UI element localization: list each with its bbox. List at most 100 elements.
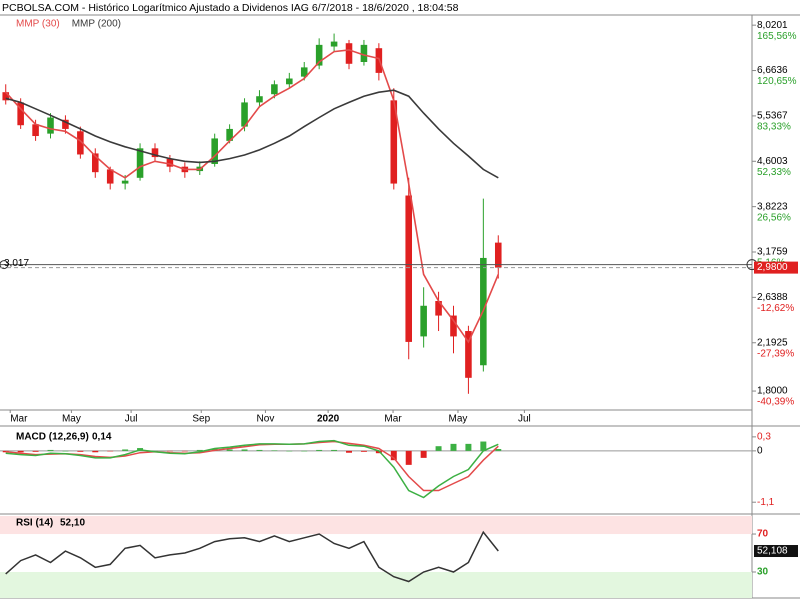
y-tick-change: 26,56%: [757, 212, 791, 223]
x-tick-label: 2020: [317, 414, 340, 425]
x-tick-label: Mar: [384, 414, 402, 425]
x-tick-label: May: [449, 414, 468, 425]
histogram-bar: [241, 449, 248, 451]
histogram-bar: [450, 443, 457, 451]
y-tick-label: 0: [757, 446, 763, 457]
x-tick-label: Nov: [257, 414, 275, 425]
candle-body: [77, 131, 84, 155]
histogram-bar: [435, 446, 442, 451]
indicator-label: RSI (14): [16, 518, 53, 529]
candle-body: [92, 153, 99, 173]
histogram-bar: [62, 450, 69, 452]
candle-body: [390, 100, 398, 184]
candle-body: [32, 124, 39, 137]
histogram-bar: [375, 450, 382, 454]
histogram-bar: [226, 449, 233, 451]
candle-body: [420, 305, 427, 337]
y-tick-change: 52,33%: [757, 167, 791, 178]
y-tick-label: 5,5367: [757, 111, 788, 122]
macd-line: [5, 439, 499, 499]
histogram-bar: [271, 450, 278, 451]
histogram-bar: [390, 450, 397, 461]
last-price-label: 2,9800: [757, 262, 788, 273]
y-tick-label: 3,1759: [757, 247, 788, 258]
candle-body: [450, 315, 457, 337]
candle-body: [151, 148, 159, 158]
x-tick-label: Jul: [518, 414, 531, 425]
candle-body: [62, 119, 69, 129]
candle-body: [271, 84, 278, 95]
x-tick-label: Jul: [125, 414, 138, 425]
indicator-label: MACD (12,26,9): [16, 432, 89, 443]
crosshair-handle: [0, 260, 9, 270]
histogram-bar: [196, 449, 203, 451]
candle-body: [465, 331, 472, 378]
histogram-bar: [122, 449, 129, 451]
candle-body: [256, 96, 263, 103]
candle-body: [315, 44, 323, 66]
candle-body: [2, 92, 10, 101]
histogram-bar: [92, 450, 99, 453]
histogram-bar: [107, 450, 114, 452]
histogram-bar: [166, 450, 173, 452]
y-tick-label: 6,6636: [757, 65, 788, 76]
candle-body: [300, 67, 308, 77]
histogram-bar: [181, 450, 188, 452]
y-tick-change: 83,33%: [757, 122, 791, 133]
histogram-bar: [405, 450, 412, 465]
indicator-value: 0,14: [92, 432, 112, 443]
y-tick-label: -1,1: [757, 497, 775, 508]
y-tick-label: 30: [757, 567, 769, 578]
candle-body: [136, 148, 144, 178]
candle-body: [435, 301, 442, 316]
y-tick-change: -27,39%: [757, 348, 794, 359]
rsi-line: [5, 530, 499, 583]
histogram-bar: [346, 450, 352, 453]
candle-body: [17, 102, 24, 126]
signal-line: [5, 440, 499, 492]
histogram-bar: [360, 450, 367, 452]
candle-body: [211, 138, 218, 164]
legend-entry: MMP (30): [16, 19, 60, 30]
histogram-bar: [286, 450, 293, 452]
candle-body: [345, 43, 353, 64]
x-tick-label: Mar: [10, 414, 28, 425]
oversold-band: [0, 571, 752, 598]
histogram-bar: [316, 449, 323, 451]
y-tick-label: 70: [757, 529, 769, 540]
x-tick-label: May: [62, 414, 81, 425]
histogram-bar: [480, 441, 487, 451]
last-value-box: [754, 545, 798, 558]
candle-body: [47, 117, 54, 134]
y-tick-label: 1,8000: [757, 386, 788, 397]
candle-body: [494, 242, 502, 268]
overbought-band: [0, 516, 752, 535]
y-tick-label: 3,8223: [757, 201, 788, 212]
candle-body: [241, 102, 248, 127]
histogram-bar: [32, 450, 39, 452]
histogram-bar: [77, 450, 84, 452]
moving-average-line: [5, 89, 499, 179]
candle-body: [330, 41, 338, 47]
candle-body: [360, 44, 368, 63]
histogram-bar: [256, 449, 263, 451]
histogram-bar: [331, 449, 338, 451]
y-tick-label: 0,3: [757, 432, 771, 443]
y-tick-label: 4,6003: [757, 156, 788, 167]
x-tick-label: Sep: [192, 414, 210, 425]
y-tick-label: 2,1925: [757, 337, 788, 348]
y-tick-label: 8,0201: [757, 20, 788, 31]
candle-body: [286, 78, 293, 85]
moving-average-line: [5, 49, 500, 344]
legend-entry: MMP (200): [72, 19, 121, 30]
last-value-label: 52,108: [757, 546, 788, 557]
last-price-box: [754, 261, 798, 274]
candle-body: [106, 169, 114, 184]
candle-body: [405, 195, 412, 342]
candle-body: [121, 180, 129, 184]
y-tick-change: 120,65%: [757, 76, 797, 87]
y-tick-change: -40,39%: [757, 397, 794, 408]
y-tick-label: 2,6388: [757, 292, 788, 303]
